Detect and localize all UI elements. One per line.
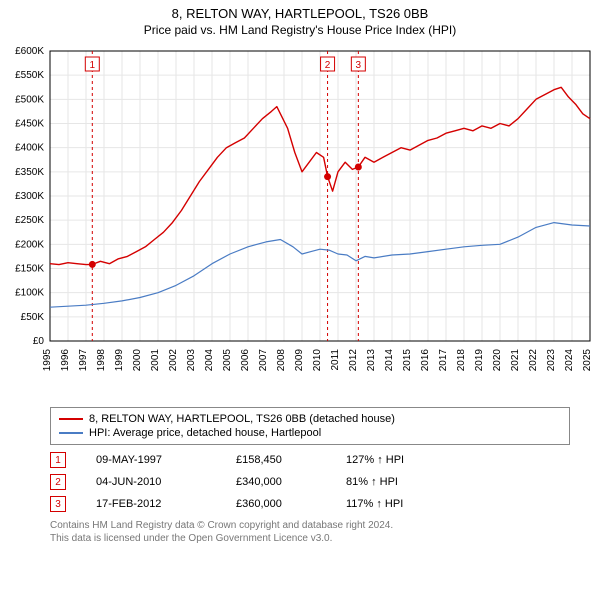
svg-text:2002: 2002 xyxy=(168,349,179,372)
svg-text:2003: 2003 xyxy=(186,349,197,372)
svg-text:1: 1 xyxy=(90,60,96,71)
svg-text:2014: 2014 xyxy=(384,349,395,372)
svg-text:£300K: £300K xyxy=(15,191,44,202)
svg-text:2004: 2004 xyxy=(204,349,215,372)
svg-text:2016: 2016 xyxy=(420,349,431,372)
svg-text:2008: 2008 xyxy=(276,349,287,372)
svg-text:2: 2 xyxy=(325,60,331,71)
sales-table: 1 09-MAY-1997£158,450127% ↑ HPI 2 04-JUN-20… xyxy=(50,449,570,515)
svg-text:2022: 2022 xyxy=(528,349,539,372)
legend-swatch xyxy=(59,418,83,420)
legend-item: 8, RELTON WAY, HARTLEPOOL, TS26 0BB (det… xyxy=(59,412,561,426)
legend-label: HPI: Average price, detached house, Hart… xyxy=(89,427,321,439)
svg-text:£550K: £550K xyxy=(15,70,44,81)
svg-text:£200K: £200K xyxy=(15,239,44,250)
svg-text:2007: 2007 xyxy=(258,349,269,372)
svg-text:2017: 2017 xyxy=(438,349,449,372)
svg-text:£400K: £400K xyxy=(15,143,44,154)
sale-ratio: 117% ↑ HPI xyxy=(346,498,456,510)
svg-text:£350K: £350K xyxy=(15,167,44,178)
sale-price: £340,000 xyxy=(236,476,346,488)
footnote-line: This data is licensed under the Open Gov… xyxy=(50,532,570,545)
svg-text:2005: 2005 xyxy=(222,349,233,372)
svg-text:1998: 1998 xyxy=(96,349,107,372)
chart-container: 8, RELTON WAY, HARTLEPOOL, TS26 0BB Pric… xyxy=(0,0,600,545)
sale-price: £158,450 xyxy=(236,454,346,466)
svg-text:1995: 1995 xyxy=(42,349,53,372)
svg-text:1999: 1999 xyxy=(114,349,125,372)
svg-text:2024: 2024 xyxy=(564,349,575,372)
line-chart: £0 £50K £100K £150K £200K £250K £300K £350K £400… xyxy=(0,41,600,401)
svg-text:2025: 2025 xyxy=(582,349,593,372)
svg-text:2023: 2023 xyxy=(546,349,557,372)
svg-text:£600K: £600K xyxy=(15,46,44,57)
footnote: Contains HM Land Registry data © Crown c… xyxy=(50,519,570,545)
chart-plot-area: £0 £50K £100K £150K £200K £250K £300K £350K £400… xyxy=(0,41,600,401)
svg-text:3: 3 xyxy=(356,60,362,71)
svg-text:2015: 2015 xyxy=(402,349,413,372)
svg-text:£250K: £250K xyxy=(15,215,44,226)
sale-marker: 3 xyxy=(50,496,66,512)
sale-price: £360,000 xyxy=(236,498,346,510)
svg-text:2006: 2006 xyxy=(240,349,251,372)
sales-row: 1 09-MAY-1997£158,450127% ↑ HPI xyxy=(50,449,570,471)
sale-ratio: 127% ↑ HPI xyxy=(346,454,456,466)
svg-text:2012: 2012 xyxy=(348,349,359,372)
sales-row: 3 17-FEB-2012£360,000117% ↑ HPI xyxy=(50,493,570,515)
svg-text:2011: 2011 xyxy=(330,349,341,371)
svg-text:2020: 2020 xyxy=(492,349,503,372)
svg-text:£450K: £450K xyxy=(15,119,44,130)
svg-text:£0: £0 xyxy=(33,336,45,347)
svg-text:2019: 2019 xyxy=(474,349,485,372)
sale-marker: 2 xyxy=(50,474,66,490)
sale-date: 04-JUN-2010 xyxy=(96,476,236,488)
svg-text:£500K: £500K xyxy=(15,94,44,105)
svg-text:2001: 2001 xyxy=(150,349,161,372)
svg-text:£50K: £50K xyxy=(21,312,45,323)
sales-row: 2 04-JUN-2010£340,00081% ↑ HPI xyxy=(50,471,570,493)
sale-date: 09-MAY-1997 xyxy=(96,454,236,466)
svg-text:2000: 2000 xyxy=(132,349,143,372)
footnote-line: Contains HM Land Registry data © Crown c… xyxy=(50,519,570,532)
chart-subtitle: Price paid vs. HM Land Registry's House … xyxy=(0,21,600,41)
svg-text:1997: 1997 xyxy=(78,349,89,372)
legend-item: HPI: Average price, detached house, Hart… xyxy=(59,426,561,440)
svg-text:£100K: £100K xyxy=(15,288,44,299)
legend: 8, RELTON WAY, HARTLEPOOL, TS26 0BB (det… xyxy=(50,407,570,445)
svg-text:2013: 2013 xyxy=(366,349,377,372)
svg-text:2018: 2018 xyxy=(456,349,467,372)
sale-marker: 1 xyxy=(50,452,66,468)
svg-text:1996: 1996 xyxy=(60,349,71,372)
svg-text:2010: 2010 xyxy=(312,349,323,372)
svg-text:2021: 2021 xyxy=(510,349,521,372)
legend-swatch xyxy=(59,432,83,434)
legend-label: 8, RELTON WAY, HARTLEPOOL, TS26 0BB (det… xyxy=(89,413,395,425)
sale-date: 17-FEB-2012 xyxy=(96,498,236,510)
svg-text:£150K: £150K xyxy=(15,264,44,275)
sale-ratio: 81% ↑ HPI xyxy=(346,476,456,488)
svg-text:2009: 2009 xyxy=(294,349,305,372)
chart-title: 8, RELTON WAY, HARTLEPOOL, TS26 0BB xyxy=(0,0,600,21)
